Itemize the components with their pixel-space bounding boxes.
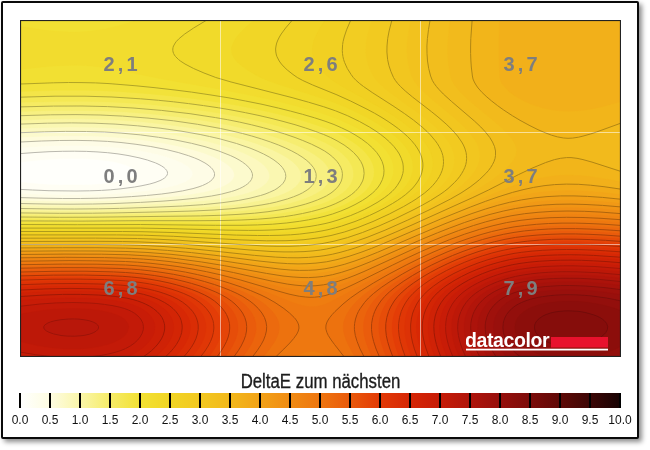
svg-text:datacolor: datacolor	[466, 329, 550, 351]
